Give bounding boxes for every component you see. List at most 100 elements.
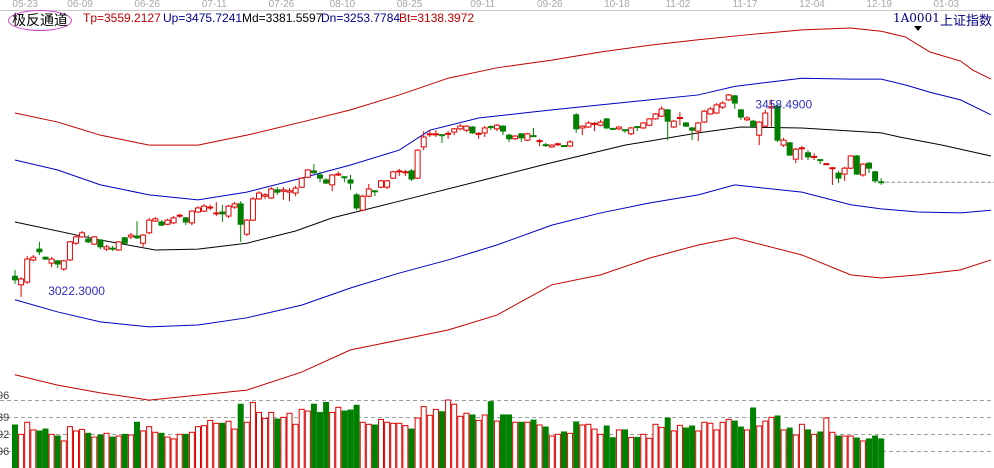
volume-bar <box>384 421 391 468</box>
candle-down <box>786 141 793 156</box>
candle-body <box>500 125 506 132</box>
symbol-name[interactable]: 上证指数 <box>940 13 993 28</box>
volume-bar <box>323 401 330 468</box>
volume-bar <box>768 416 775 468</box>
candle-up <box>445 131 452 139</box>
volume-bar <box>445 399 452 468</box>
volume-bar <box>353 404 360 468</box>
candle-body <box>85 238 92 243</box>
candle-down <box>506 133 513 142</box>
volume-bar <box>829 431 836 468</box>
candle-body <box>853 155 860 175</box>
volume-bar <box>646 437 653 468</box>
candle-body <box>219 211 226 215</box>
candle-body <box>42 256 49 260</box>
candle-up <box>780 137 787 147</box>
volume-bar <box>750 407 757 468</box>
volume-bar <box>695 430 702 468</box>
candle-up <box>792 147 799 164</box>
volume-bar <box>713 429 720 468</box>
candle-body <box>60 260 67 270</box>
volume-bar <box>195 426 201 468</box>
candle-down <box>274 187 281 195</box>
candle-body <box>670 120 677 128</box>
volume-bar <box>176 433 183 468</box>
candle-body <box>201 205 208 212</box>
volume-bar <box>225 420 232 468</box>
candle-up <box>432 130 439 137</box>
candle-down <box>500 125 506 136</box>
symbol-code[interactable]: 1A0001 <box>893 11 940 25</box>
candle-body <box>371 190 378 193</box>
candle-body <box>341 176 348 179</box>
volume-bar <box>853 437 860 468</box>
candle-down <box>805 150 811 161</box>
candle-up <box>762 109 769 128</box>
candle-body <box>256 192 262 200</box>
volume-bar <box>378 418 384 468</box>
candle-down <box>310 164 317 175</box>
volume-bar <box>134 421 140 468</box>
candle-body <box>298 177 305 188</box>
candle-body <box>628 127 635 135</box>
date-tick-label: 09-11 <box>470 0 495 10</box>
candle-down <box>219 204 226 222</box>
volume-bar <box>335 406 342 468</box>
candle-body <box>634 126 641 129</box>
candle-body <box>115 241 122 251</box>
candle-body <box>707 108 714 115</box>
candle-up <box>707 107 714 115</box>
candle-down <box>561 145 567 148</box>
candle-up <box>304 169 311 179</box>
candle-up <box>646 117 653 127</box>
volume-bar <box>658 426 665 468</box>
candle-body <box>268 188 275 199</box>
candle-body <box>231 203 238 208</box>
candle-up <box>170 216 177 225</box>
volume-bar <box>500 414 506 468</box>
volume-bar <box>317 411 323 468</box>
candle-body <box>262 194 269 197</box>
candle-body <box>426 133 433 136</box>
candle-body <box>835 172 842 179</box>
candle-up <box>152 216 159 222</box>
candle-body <box>591 122 598 125</box>
candle-body <box>530 135 537 138</box>
candle-up <box>823 163 830 166</box>
volume-bar <box>79 428 86 468</box>
candle-up <box>713 103 720 114</box>
candle-body <box>207 206 214 209</box>
candle-body <box>487 126 494 129</box>
candle-up <box>286 188 293 202</box>
volume-bar <box>878 438 885 468</box>
candle-body <box>859 163 866 176</box>
candle-down <box>42 256 49 260</box>
candle-body <box>146 219 153 234</box>
indicator-name[interactable]: 极反通道 <box>8 10 72 31</box>
candle-body <box>24 258 31 283</box>
candle-body <box>579 125 586 129</box>
candle-down <box>371 190 378 197</box>
band-tp-line <box>14 27 992 146</box>
candle-up <box>164 218 171 226</box>
candle-down <box>134 221 140 240</box>
candle-body <box>780 139 787 146</box>
volume-bar <box>701 421 708 468</box>
candle-down <box>237 201 244 242</box>
candle-down <box>878 178 885 185</box>
candle-down <box>664 108 671 141</box>
candle-body <box>475 132 482 135</box>
volume-bar <box>609 437 616 468</box>
candle-up <box>859 163 866 177</box>
date-tick-label: 12-04 <box>799 0 825 10</box>
candle-body <box>182 217 189 223</box>
candle-up <box>60 259 67 271</box>
volume-bar <box>164 436 171 468</box>
candle-up <box>536 138 543 147</box>
tp-value: Tp=3559.2127 <box>83 11 161 25</box>
candle-body <box>158 221 165 226</box>
candle-body <box>652 113 659 120</box>
candle-body <box>36 248 43 253</box>
candle-down <box>518 132 525 142</box>
